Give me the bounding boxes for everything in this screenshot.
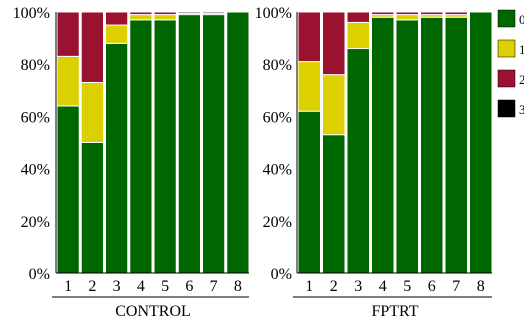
bar-segment-2 (371, 11, 395, 16)
legend-label: 3 (519, 102, 524, 117)
x-tick-label: 1 (64, 278, 72, 295)
x-tick-label: 1 (305, 278, 313, 295)
y-tick-label: 0% (271, 266, 292, 283)
y-tick-label: 80% (21, 57, 50, 74)
y-tick-label: 100% (255, 5, 292, 22)
bar-segment-0 (322, 134, 346, 274)
bar-segment-0 (444, 16, 468, 274)
x-tick-label: 2 (330, 278, 338, 295)
bar-segment-2 (346, 11, 370, 23)
bar-segment-1 (56, 55, 80, 107)
bar-segment-1 (153, 14, 177, 21)
bar-segment-1 (395, 14, 419, 21)
x-tick-label: 4 (137, 278, 145, 295)
bar-segment-2 (297, 11, 321, 63)
bar-segment-2 (129, 11, 153, 16)
bar-segment-2 (420, 11, 444, 16)
chart-panel-1: 0% 20% 40% 60% 80% 100% 1 2 3 4 5 6 7 8 CONTROL (13, 5, 250, 320)
bar-segment-0 (469, 11, 493, 274)
bar-segment-0 (226, 11, 250, 274)
x-axis-title: FPTRT (371, 303, 418, 320)
x-tick-label: 6 (185, 278, 193, 295)
bar-segment-1 (129, 14, 153, 21)
bar-segment-2 (105, 11, 129, 26)
x-tick-label: 5 (403, 278, 411, 295)
x-tick-label: 3 (113, 278, 121, 295)
x-tick-label: 8 (477, 278, 485, 295)
bar-segment-2 (56, 11, 80, 57)
legend-swatch-1 (497, 39, 516, 58)
x-tick-label: 2 (88, 278, 96, 295)
bar-segment-1 (346, 21, 370, 50)
bar-segment-0 (346, 48, 370, 274)
bar-segment-2 (322, 11, 346, 76)
y-tick-label: 60% (263, 109, 292, 126)
bar-segment-0 (202, 14, 226, 274)
x-tick-label: 7 (210, 278, 218, 295)
legend-label: 2 (519, 72, 524, 87)
legend-swatch-0 (497, 9, 516, 28)
bar-segment-2 (153, 11, 177, 16)
x-tick-label: 7 (452, 278, 460, 295)
legend: 0 1 2 3 (497, 9, 524, 118)
bar-segment-0 (371, 16, 395, 274)
x-tick-label: 8 (234, 278, 242, 295)
y-tick-label: 60% (21, 109, 50, 126)
bar-segment-1 (297, 61, 321, 112)
y-tick-label: 40% (263, 162, 292, 179)
bar-segment-0 (129, 19, 153, 274)
bar-segment-0 (420, 16, 444, 274)
bar-segment-2 (80, 11, 104, 83)
legend-label: 1 (519, 42, 524, 57)
bar-segment-0 (80, 142, 104, 274)
x-axis-title: CONTROL (115, 303, 191, 320)
x-tick-label: 3 (354, 278, 362, 295)
bar-segment-0 (56, 105, 80, 274)
legend-label: 0 (519, 12, 524, 27)
bar-segment-1 (105, 24, 129, 44)
x-tick-label: 5 (161, 278, 169, 295)
bar-segment-1 (80, 81, 104, 143)
y-tick-label: 80% (263, 57, 292, 74)
y-tick-label: 40% (21, 162, 50, 179)
bar-segment-3 (177, 11, 201, 14)
chart-panel-2: 0% 20% 40% 60% 80% 100% 1 2 3 4 5 6 7 8 FPTRT (255, 5, 493, 320)
bar-segment-2 (395, 11, 419, 16)
x-tick-label: 6 (428, 278, 436, 295)
bar-segment-0 (153, 19, 177, 274)
y-tick-label: 20% (21, 214, 50, 231)
bar-segment-1 (322, 74, 346, 136)
legend-swatch-2 (497, 69, 516, 88)
legend-swatch-3 (497, 99, 516, 118)
y-tick-label: 0% (29, 266, 50, 283)
bar-segment-0 (297, 110, 321, 274)
bar-segment-0 (105, 42, 129, 274)
x-tick-label: 4 (379, 278, 387, 295)
y-tick-label: 20% (263, 214, 292, 231)
bar-segment-0 (395, 19, 419, 274)
bar-segment-0 (177, 14, 201, 274)
y-tick-label: 100% (13, 5, 50, 22)
bar-segment-2 (444, 11, 468, 16)
bar-segment-3 (202, 11, 226, 14)
